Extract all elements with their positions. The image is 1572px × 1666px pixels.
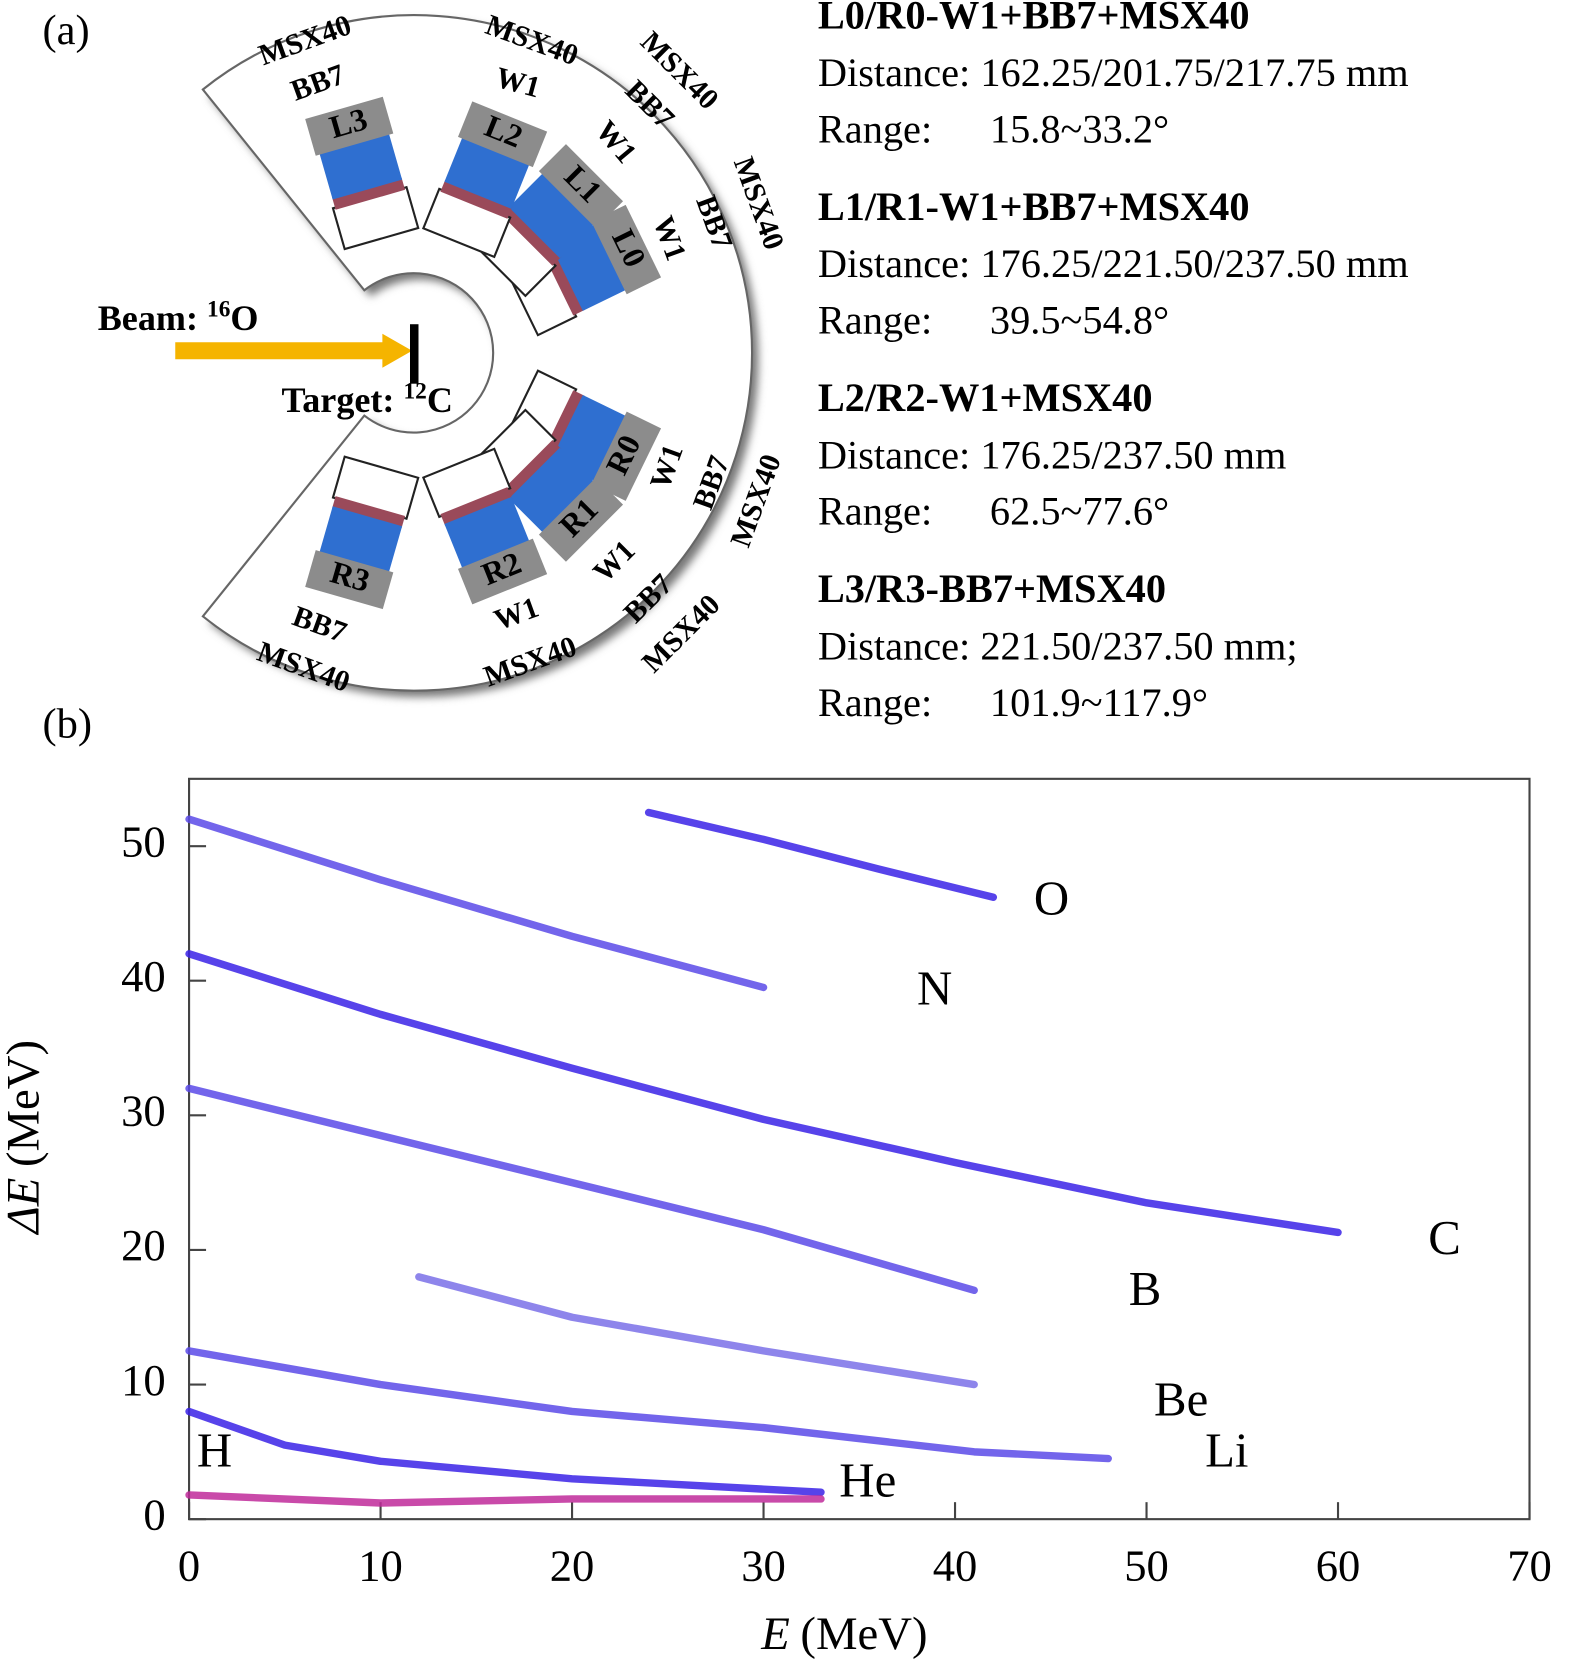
- x-tick-label: 60: [1316, 1540, 1361, 1590]
- beam-label: Beam: 16O: [98, 297, 259, 339]
- telescope-distance: Distance: 221.50/237.50 mm;: [818, 624, 1298, 669]
- telescope-stripe: [332, 496, 406, 529]
- particle-band: [185, 1347, 1112, 1463]
- telescope-stripe: [501, 205, 562, 266]
- telescope-stripe: [440, 179, 513, 219]
- telescope-blue: [508, 447, 595, 534]
- telescope-title: L2/R2-W1+MSX40: [818, 375, 1153, 420]
- y-axis-unit: (MeV): [0, 1040, 49, 1167]
- telescope-gray: [591, 204, 662, 295]
- telescope-gray: [538, 144, 624, 229]
- telescope-distance: Distance: 162.25/201.75/217.75 mm: [818, 50, 1409, 95]
- y-tick-label: 0: [143, 1489, 165, 1539]
- telescope-range: 15.8~33.2°: [990, 106, 1169, 151]
- telescope-gray: [538, 477, 624, 562]
- telescope-gray: [457, 101, 548, 168]
- telescope-gray: [305, 550, 394, 610]
- y-tick-label: 40: [121, 951, 166, 1001]
- telescope-gray: [591, 411, 662, 501]
- particle-band: [185, 815, 768, 992]
- target-element: C: [427, 380, 453, 420]
- telescope-blue: [319, 132, 403, 200]
- x-tick-label: 40: [933, 1540, 978, 1590]
- telescope: R3: [305, 455, 420, 610]
- x-axis-label: E (MeV): [760, 1608, 927, 1660]
- particle-band: [415, 1273, 978, 1389]
- telescope-range: 39.5~54.8°: [990, 297, 1169, 342]
- y-axis-symbol: ΔE: [0, 1178, 49, 1236]
- particle-band: [644, 808, 998, 901]
- particle-band: [185, 1407, 825, 1496]
- telescope-stripe: [332, 177, 406, 210]
- target-label: Target: 12C: [281, 379, 452, 421]
- telescope-gray: [457, 538, 548, 605]
- y-tick-label: 50: [121, 816, 166, 866]
- telescope-range: 101.9~117.9°: [990, 680, 1208, 725]
- particle-label: C: [1428, 1210, 1461, 1265]
- beam-mass: 16: [207, 297, 230, 323]
- particle-label: N: [917, 961, 952, 1016]
- telescope-gray: [305, 96, 394, 156]
- beam-prefix: Beam:: [98, 298, 207, 338]
- telescope-stripe: [501, 440, 562, 501]
- x-tick-label: 70: [1507, 1540, 1552, 1590]
- y-axis-label: ΔE (MeV): [0, 1040, 49, 1236]
- telescope: R2: [421, 447, 548, 605]
- particle-label: He: [839, 1452, 896, 1507]
- telescope-title: L1/R1-W1+BB7+MSX40: [818, 184, 1250, 229]
- x-axis-symbol: E: [760, 1608, 790, 1660]
- telescope-distance: Distance: 176.25/237.50 mm: [818, 432, 1287, 477]
- target: [409, 324, 419, 384]
- telescope-range-label: Range:: [818, 489, 932, 534]
- telescope-blue: [444, 496, 530, 570]
- telescope-blue: [508, 172, 595, 259]
- particle-label: Li: [1205, 1423, 1248, 1478]
- y-tick-label: 30: [121, 1086, 166, 1136]
- target-prefix: Target:: [281, 380, 403, 420]
- particle-label: Be: [1154, 1372, 1208, 1427]
- telescope-blue: [319, 506, 403, 574]
- particle-band: [185, 950, 1342, 1237]
- x-axis-unit: (MeV): [800, 1608, 927, 1660]
- particle-band: [185, 1491, 825, 1507]
- particle-label: B: [1129, 1261, 1162, 1316]
- telescope-blue: [444, 136, 530, 209]
- telescope-title: L3/R3-BB7+MSX40: [818, 566, 1166, 611]
- x-tick-label: 0: [178, 1540, 200, 1590]
- telescope-range-label: Range:: [818, 297, 932, 342]
- telescope-stripe: [440, 487, 513, 526]
- plot-frame: [188, 777, 1531, 1521]
- x-tick-label: 30: [741, 1540, 786, 1590]
- x-tick-label: 50: [1124, 1540, 1169, 1590]
- telescope-distance: Distance: 176.25/221.50/237.50 mm: [818, 241, 1409, 286]
- telescope-title: L0/R0-W1+BB7+MSX40: [818, 0, 1250, 38]
- beam-element: O: [230, 298, 258, 338]
- telescope: L3: [305, 96, 420, 251]
- y-tick-label: 10: [121, 1355, 166, 1405]
- telescope-range-label: Range:: [818, 106, 932, 151]
- beam-arrowhead: [382, 333, 413, 368]
- particle-band: [185, 1084, 978, 1295]
- particle-label: H: [197, 1423, 232, 1478]
- particle-label: O: [1034, 870, 1069, 925]
- telescope-range: 62.5~77.6°: [990, 489, 1169, 534]
- telescope-info: L0/R0-W1+BB7+MSX40 Distance: 162.25/201.7…: [818, 0, 1409, 725]
- telescope-range-label: Range:: [818, 680, 932, 725]
- target-mass: 12: [403, 379, 426, 405]
- x-tick-label: 10: [358, 1540, 403, 1590]
- telescope: L2: [421, 101, 548, 259]
- panel-label: (a): [42, 7, 89, 54]
- y-tick-label: 20: [121, 1220, 166, 1270]
- panel-label: (b): [42, 701, 92, 748]
- x-tick-label: 20: [550, 1540, 595, 1590]
